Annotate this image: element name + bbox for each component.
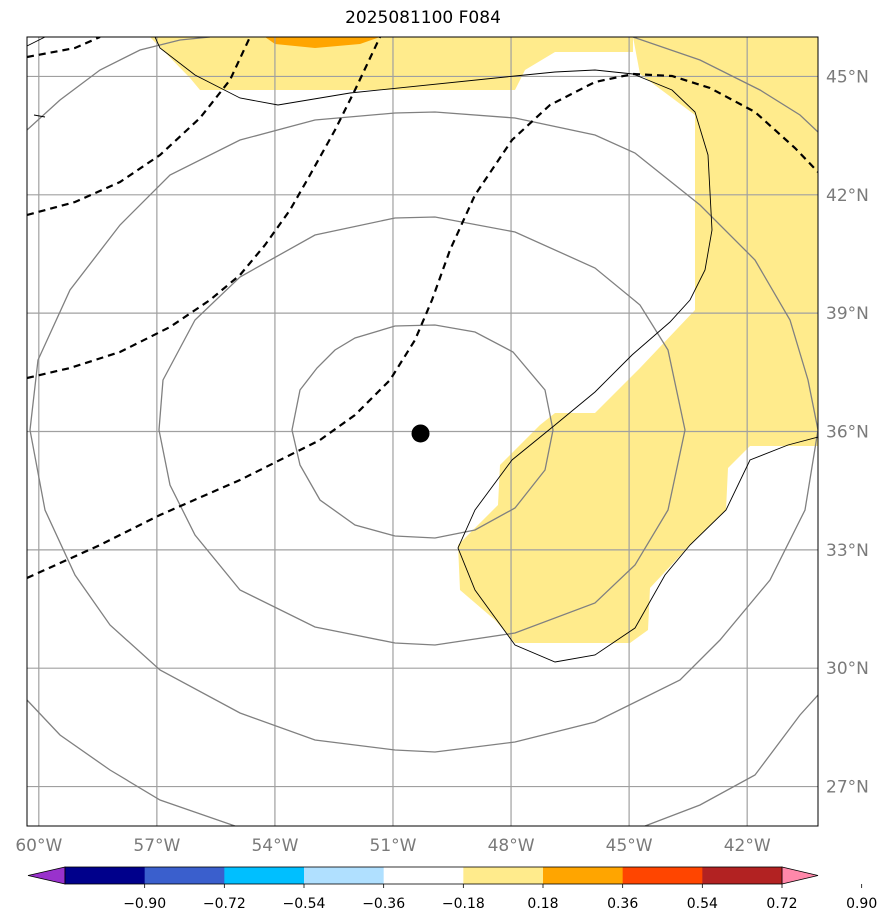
colorbar-segment xyxy=(463,867,544,884)
colorbar-segment xyxy=(543,867,624,884)
dashed-contours xyxy=(27,37,818,580)
lon-tick-label: 60°W xyxy=(15,836,62,856)
dashed-contour-4 xyxy=(27,37,101,59)
colorbar-tick-label: 0.18 xyxy=(527,896,558,912)
map-title: 2025081100 F084 xyxy=(345,8,501,28)
colorbar-tick-label: 0.54 xyxy=(687,896,718,912)
lon-tick-label: 57°W xyxy=(133,836,180,856)
dashed-contour-3 xyxy=(27,37,251,217)
lon-tick-label: 48°W xyxy=(488,836,535,856)
colorbar-tick-label: 0.72 xyxy=(766,896,797,912)
solid-contour-outer-south xyxy=(27,699,236,826)
colorbar-extend-high xyxy=(781,866,819,885)
colorbar-tick-label: −0.90 xyxy=(123,896,166,912)
colorbar-tick-label: 0.36 xyxy=(607,896,638,912)
colorbar-segment xyxy=(622,867,703,884)
solid-contour-inner xyxy=(291,324,554,539)
lat-tick-label: 33°N xyxy=(826,541,869,561)
lon-tick-label: 42°W xyxy=(724,836,771,856)
thin-black-contour xyxy=(27,37,818,663)
solid-contours xyxy=(27,37,818,826)
lat-tick-label: 45°N xyxy=(826,67,869,87)
colorbar-extend-low xyxy=(27,866,66,885)
shaded-region-orange xyxy=(265,37,380,48)
solid-contour-outer xyxy=(27,37,211,131)
colorbar-segment xyxy=(304,867,385,884)
colorbar-segment xyxy=(65,867,146,884)
colorbar-frame xyxy=(64,866,783,885)
colorbar-tick-label: −0.54 xyxy=(283,896,326,912)
solid-contour-outer-southeast xyxy=(644,694,818,826)
lon-tick-label: 54°W xyxy=(251,836,298,856)
solid-contour-outer-east xyxy=(632,37,818,133)
longitude-tick-labels: 60°W 57°W 54°W 51°W 48°W 45°W 42°W xyxy=(15,836,770,856)
solid-contour-second xyxy=(158,216,686,646)
lat-tick-label: 36°N xyxy=(826,423,869,443)
lon-tick-label: 51°W xyxy=(370,836,417,856)
map-plot-area xyxy=(27,37,818,826)
latitude-tick-labels: 27°N 30°N 33°N 36°N 39°N 42°N 45°N xyxy=(826,67,869,797)
shaded-anomaly-fill xyxy=(150,37,818,643)
plot-frame xyxy=(26,36,819,827)
shaded-region-east xyxy=(458,37,818,643)
lat-tick-label: 30°N xyxy=(826,659,869,679)
colorbar-segment xyxy=(383,867,464,884)
colorbar-tick-label: 0.90 xyxy=(846,896,877,912)
storm-center-marker xyxy=(411,424,430,443)
shaded-region-north xyxy=(150,37,633,90)
colorbar-tick-label: −0.18 xyxy=(442,896,485,912)
lat-tick-label: 39°N xyxy=(826,304,869,324)
lat-tick-label: 27°N xyxy=(826,778,869,798)
colorbar: −0.90 −0.72 −0.54 −0.36 −0.18 0.18 0.36 0.54 0.7… xyxy=(27,866,877,912)
solid-contour-third xyxy=(29,111,818,753)
dashed-contour-1 xyxy=(27,72,818,580)
lon-tick-label: 45°W xyxy=(606,836,653,856)
colorbar-segment xyxy=(144,867,225,884)
colorbar-tick-label: −0.72 xyxy=(203,896,246,912)
colorbar-segment xyxy=(224,867,305,884)
colorbar-segment xyxy=(702,867,783,884)
dashed-contour-2 xyxy=(27,37,381,380)
colorbar-tick-label: −0.36 xyxy=(362,896,405,912)
lat-tick-label: 42°N xyxy=(826,186,869,206)
